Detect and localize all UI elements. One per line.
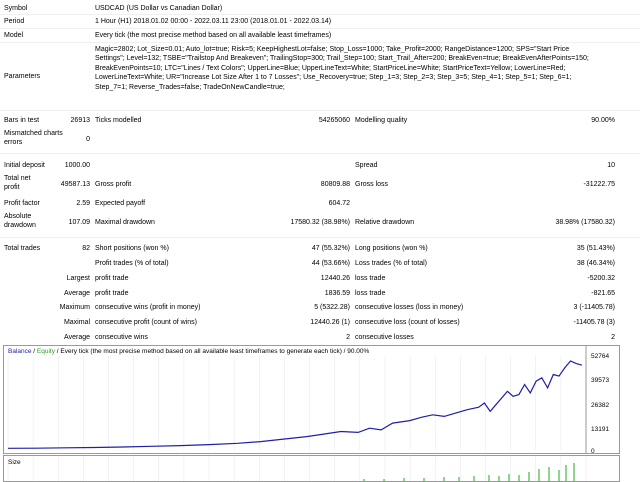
gross-profit-label: Gross profit	[95, 181, 132, 188]
chart-description: / Every tick (the most precise method ba…	[55, 348, 370, 355]
profit-factor-label: Profit factor	[4, 200, 40, 207]
largest-label: Largest	[66, 275, 90, 282]
spread-label: Spread	[355, 162, 378, 169]
avg-cons-wins-value: 2	[346, 334, 350, 341]
avg-cons-wins-label: consecutive wins	[95, 334, 148, 341]
balance-legend: Balance	[8, 348, 32, 355]
loss-trades-value: 38 (46.34%)	[576, 260, 615, 267]
max-cons-wins-label: consecutive wins (profit in money)	[95, 304, 201, 311]
quality-value: 90.00%	[591, 117, 615, 124]
parameters-value: Magic=2802; Lot_Size=0.01; Auto_lot=true…	[95, 46, 589, 91]
mismatched-label: Mismatched charts errors	[4, 130, 63, 146]
profit-factor-value: 2.59	[76, 200, 90, 207]
total-trades-value: 82	[82, 245, 90, 252]
initial-deposit-value: 1000.00	[64, 162, 90, 169]
expected-payoff-value: 604.72	[328, 200, 350, 207]
long-label: Long positions (won %)	[355, 245, 428, 252]
ticks-value: 54265060	[318, 117, 350, 124]
size-plot	[7, 456, 587, 481]
y-tick-label: 0	[591, 448, 595, 455]
mismatched-value: 0	[86, 136, 90, 143]
max-cons-losses-label: consecutive losses (loss in money)	[355, 304, 464, 311]
total-trades-label: Total trades	[4, 245, 41, 252]
avg-cons-losses-label: consecutive losses	[355, 334, 414, 341]
y-tick-label: 26382	[591, 402, 610, 409]
spread-value: 10	[607, 162, 615, 169]
net-profit-label: Total net profit	[4, 175, 31, 191]
loss-trades-label: Loss trades (% of total)	[355, 260, 427, 267]
average-loss-label: loss trade	[355, 290, 386, 297]
balance-plot	[7, 346, 587, 453]
largest-profit-label: profit trade	[95, 275, 129, 282]
initial-deposit-label: Initial deposit	[4, 162, 45, 169]
profit-trades-value: 44 (53.66%)	[311, 260, 350, 267]
maximal-profit-value: 12440.26 (1)	[310, 319, 350, 326]
symbol-value: USDCAD (US Dollar vs Canadian Dollar)	[95, 5, 223, 12]
model-label: Model	[4, 32, 24, 39]
gross-loss-label: Gross loss	[355, 181, 389, 188]
average-loss-value: -821.65	[591, 290, 615, 297]
short-value: 47 (55.32%)	[311, 245, 350, 252]
gross-loss-value: -31222.75	[583, 181, 615, 188]
max-drawdown-label: Maximal drawdown	[95, 219, 155, 226]
max-drawdown-value: 17580.32 (38.98%)	[290, 219, 350, 226]
gross-profit-value: 80809.88	[320, 181, 350, 188]
y-tick-label: 52764	[591, 353, 610, 360]
average2-label: Average	[64, 334, 90, 341]
maximal-label: Maximal	[63, 319, 90, 326]
average-profit-label: profit trade	[95, 290, 129, 297]
max-cons-wins-value: 5 (5322.28)	[314, 304, 350, 311]
average-label: Average	[64, 290, 90, 297]
profit-trades-label: Profit trades (% of total)	[95, 260, 169, 267]
chart-title: Balance / Equity / Every tick (the most …	[8, 348, 369, 355]
symbol-label: Symbol	[4, 5, 28, 12]
max-cons-losses-value: 3 (-11405.78)	[573, 304, 615, 311]
model-value: Every tick (the most precise method base…	[95, 32, 332, 39]
legend-separator: /	[31, 348, 37, 355]
abs-drawdown-label: Absolute drawdown	[4, 213, 36, 229]
period-label: Period	[4, 18, 25, 25]
parameters-label: Parameters	[4, 73, 41, 80]
y-tick-label: 13191	[591, 426, 610, 433]
quality-label: Modelling quality	[355, 117, 408, 124]
size-label: Size	[8, 459, 21, 466]
bars-value: 26913	[70, 117, 90, 124]
net-profit-value: 49587.13	[60, 181, 90, 188]
largest-loss-label: loss trade	[355, 275, 386, 282]
maximal-profit-label: consecutive profit (count of wins)	[95, 319, 197, 326]
avg-cons-losses-value: 2	[611, 334, 615, 341]
largest-profit-value: 12440.26	[320, 275, 350, 282]
balance-chart: Balance / Equity / Every tick (the most …	[3, 345, 620, 455]
maximal-loss-value: -11405.78 (3)	[573, 319, 615, 326]
expected-payoff-label: Expected payoff	[95, 200, 146, 207]
rel-drawdown-value: 38.98% (17580.32)	[555, 219, 615, 226]
maximal-loss-label: consecutive loss (count of losses)	[355, 319, 460, 326]
abs-drawdown-value: 107.09	[68, 219, 90, 226]
period-value: 1 Hour (H1) 2018.01.02 00:00 - 2022.03.1…	[95, 18, 332, 25]
short-label: Short positions (won %)	[95, 245, 169, 252]
maximum-label: Maximum	[59, 304, 90, 311]
equity-legend: Equity	[36, 348, 55, 355]
long-value: 35 (51.43%)	[576, 245, 615, 252]
balance-line	[7, 360, 583, 449]
rel-drawdown-label: Relative drawdown	[355, 219, 415, 226]
y-tick-label: 39573	[591, 377, 610, 384]
largest-loss-value: -5200.32	[587, 275, 615, 282]
bars-label: Bars in test	[4, 117, 40, 124]
average-profit-value: 1836.59	[324, 290, 350, 297]
size-panel: Size	[3, 455, 620, 482]
ticks-label: Ticks modelled	[95, 117, 142, 124]
